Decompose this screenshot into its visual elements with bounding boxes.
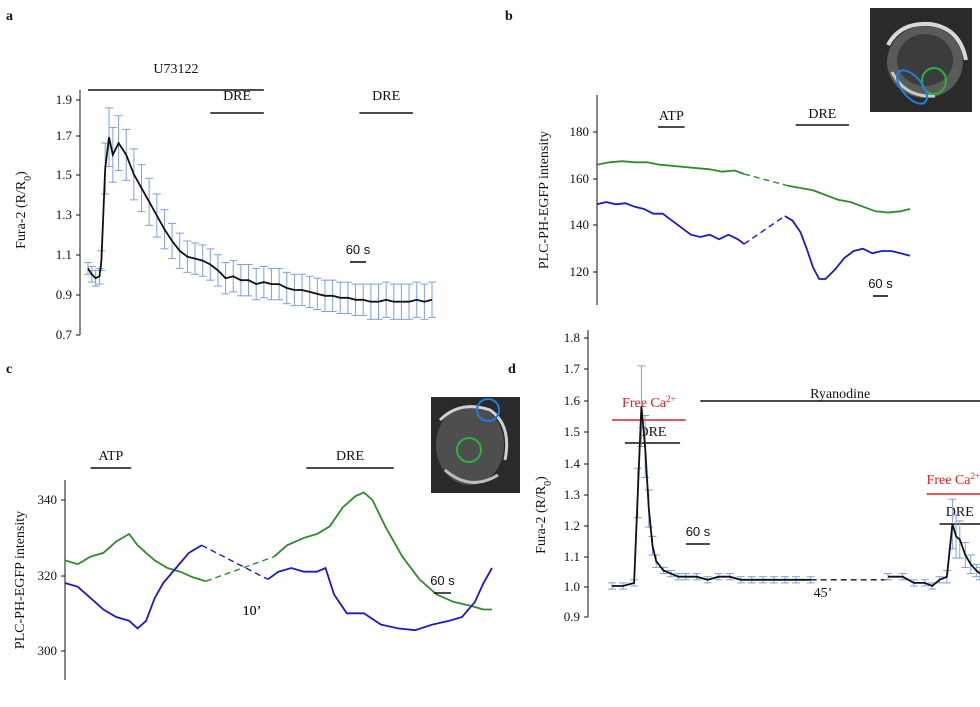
series-line [64, 532, 207, 583]
y-tick-label: 1.2 [564, 518, 580, 533]
y-tick-label: 1.6 [564, 393, 581, 408]
chart-panel-b: 120 140 160 180 PLC-PH-EGFP intensity ATP DRE 1… [243, 95, 911, 619]
series-gap-line [201, 544, 269, 580]
chart-panel-d: 0.9 1.0 1.1 1.2 1.3 1.4 1.5 1.6 1.7 1.8 Fura-2 (R/… [534, 330, 980, 624]
y-tick-label: 120 [570, 264, 590, 279]
series-line [888, 523, 980, 588]
y-tick-label: 1.5 [564, 424, 580, 439]
stimulus-label: DRE [808, 107, 836, 122]
y-axis-label: PLC-PH-EGFP intensity [537, 131, 552, 269]
stimulus-label: DRE [223, 89, 251, 104]
stimulus-label: ATP [98, 449, 123, 464]
y-tick-label: 1.7 [56, 128, 73, 143]
series-line [267, 566, 493, 632]
series-line [64, 544, 203, 630]
y-axis-label-subscript: 0 [23, 176, 34, 181]
series-gap-line [743, 215, 786, 245]
y-tick-label: 160 [570, 171, 590, 186]
chart-panel-a: 0.7 0.9 1.1 1.3 1.5 1.7 1.9 Fura-2 (R/R0) U73122… [14, 62, 436, 342]
series-line [784, 215, 911, 280]
micrograph-inset-c [431, 397, 520, 493]
stimulus-label-superscript: 2+ [970, 471, 980, 481]
y-tick-label: 1.1 [56, 247, 72, 262]
scale-bar-label: 60 s [430, 573, 455, 588]
panel-label-c: c [6, 362, 12, 377]
stimulus-label: DRE [372, 89, 400, 104]
scale-bar-label: 60 s [346, 242, 371, 257]
y-tick-label: 1.5 [56, 167, 72, 182]
gap-duration-label: 10’ [243, 604, 262, 619]
panel-label-b: b [505, 9, 513, 24]
y-tick-label: 340 [38, 492, 58, 507]
y-tick-label: 0.9 [56, 287, 72, 302]
gap-duration-label: 10’ [243, 604, 262, 619]
y-tick-label: 1.1 [564, 549, 580, 564]
y-tick-label: 180 [570, 124, 590, 139]
scale-bar-label: 60 s [868, 276, 893, 291]
y-tick-label: 300 [38, 643, 58, 658]
chart-panel-c: 300 320 340 PLC-PH-EGFP intensity ATP DRE 10’ 6… [13, 449, 493, 680]
stimulus-label: DRE [336, 449, 364, 464]
stimulus-label: Ryanodine [810, 387, 870, 402]
stimulus-label-superscript: 2+ [666, 394, 676, 404]
y-axis-label: Fura-2 (R/R0) [534, 476, 554, 554]
y-tick-label: 1.4 [564, 456, 581, 471]
series-gap-line [743, 173, 789, 187]
stimulus-label: ATP [659, 109, 684, 124]
y-tick-label: 1.9 [56, 92, 72, 107]
stimulus-label: U73122 [153, 62, 198, 77]
y-axis-label-subscript: 0 [543, 481, 554, 486]
y-tick-label: 320 [38, 568, 58, 583]
series-line [612, 406, 811, 587]
y-tick-label: 0.9 [564, 609, 580, 624]
y-axis-label-close: ) [534, 476, 549, 481]
y-tick-label: 1.7 [564, 361, 581, 376]
panel-label-d: d [508, 362, 516, 377]
micrograph-inset-b [870, 8, 972, 112]
series-line [87, 137, 433, 303]
y-tick-label: 140 [570, 217, 590, 232]
y-axis-label: Fura-2 (R/R0) [14, 171, 34, 249]
y-tick-label: 1.0 [564, 579, 580, 594]
y-tick-label: 1.8 [564, 330, 580, 345]
y-axis-label: PLC-PH-EGFP intensity [13, 511, 28, 649]
panel-label-a: a [6, 9, 13, 24]
y-tick-label: 1.3 [56, 207, 72, 222]
series-line [596, 160, 745, 175]
scale-bar-label: 60 s [686, 524, 711, 539]
y-tick-label: 0.7 [56, 327, 73, 342]
stimulus-label: Free Ca2+ [622, 394, 676, 411]
y-tick-label: 1.3 [564, 487, 580, 502]
gap-duration-label: 45’ [814, 586, 833, 601]
stimulus-label: Free Ca2+ [927, 471, 980, 488]
series-line [273, 491, 492, 611]
stimulus-label: DRE [946, 505, 974, 520]
series-line [596, 201, 745, 245]
series-line [787, 184, 911, 214]
y-axis-label-close: ) [14, 171, 29, 176]
series-gap-line [205, 555, 275, 582]
